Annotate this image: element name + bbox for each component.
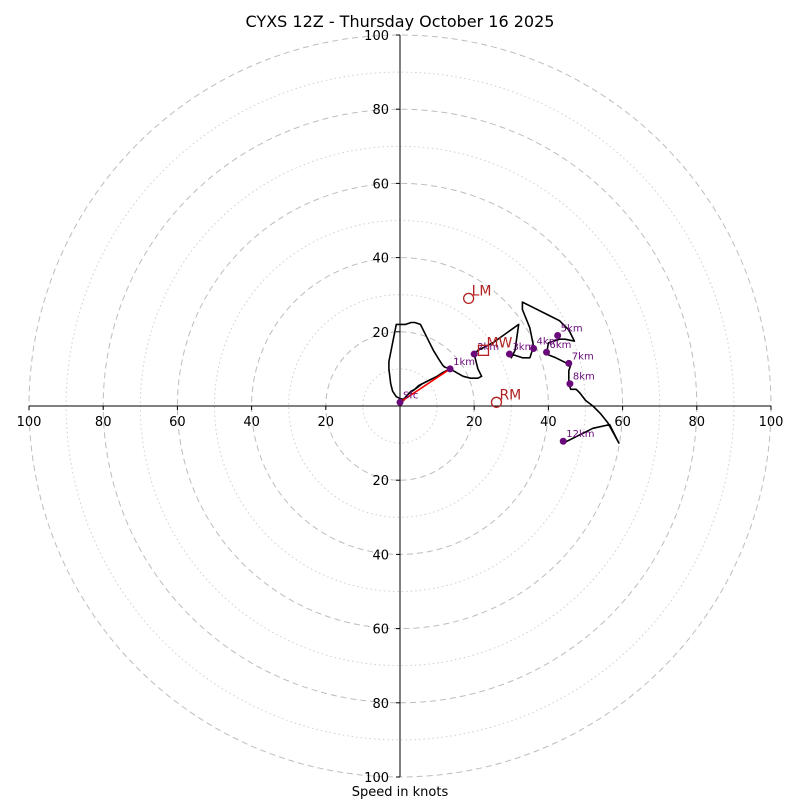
height-point-12km	[559, 437, 567, 445]
height-label-8km: 8km	[573, 372, 595, 383]
height-point-7km	[565, 359, 573, 367]
x-tick-label: 100	[17, 415, 42, 430]
height-point-6km	[543, 348, 551, 356]
motion-label-RM: RM	[499, 387, 521, 403]
height-label-4km: 4km	[537, 336, 559, 347]
x-tick-label: 80	[689, 415, 706, 430]
height-label-Sfc: Sfc	[403, 390, 418, 401]
motion-label-MW: MW	[486, 335, 512, 351]
height-point-2km	[470, 350, 478, 358]
y-tick-label: 20	[372, 474, 389, 489]
height-label-12km: 12km	[566, 429, 594, 440]
height-point-5km	[554, 332, 562, 340]
height-label-6km: 6km	[550, 340, 572, 351]
motion-marker-LM	[462, 292, 475, 305]
x-tick-label: 60	[169, 415, 186, 430]
motion-marker-RM	[490, 396, 503, 408]
y-tick-label: 60	[372, 177, 389, 192]
x-tick-label: 20	[318, 415, 335, 430]
height-label-7km: 7km	[572, 351, 594, 362]
height-label-5km: 5km	[561, 324, 583, 335]
x-axis-label: Speed in knots	[352, 785, 449, 800]
x-tick-label: 40	[243, 415, 260, 430]
hodograph-trace	[388, 301, 620, 444]
height-point-8km	[566, 380, 574, 388]
y-tick-label: 60	[372, 623, 389, 638]
y-tick-label: 40	[372, 252, 389, 267]
y-tick-label: 20	[372, 326, 389, 341]
y-tick-label: 100	[364, 29, 389, 44]
sfc-1km-shear-line	[399, 368, 451, 403]
x-tick-label: 40	[540, 415, 557, 430]
y-tick-label: 80	[372, 697, 389, 712]
axis-ticks: 100 80 60 40 20 20 40 60 80 100 100 80 60 40 20 20 40 60 8…	[17, 29, 784, 786]
x-tick-label: 60	[614, 415, 631, 430]
height-point-4km	[530, 344, 538, 352]
y-tick-label: 80	[372, 103, 389, 118]
x-tick-label: 20	[466, 415, 483, 430]
wind-trace-line	[388, 301, 620, 444]
height-point-3km	[505, 350, 513, 358]
storm-motion-markers: LM MW RM	[462, 283, 521, 408]
motion-marker-MW	[477, 344, 490, 357]
axes	[29, 35, 771, 777]
height-point-1km	[446, 365, 454, 373]
x-tick-label: 80	[95, 415, 112, 430]
motion-label-LM: LM	[472, 283, 492, 299]
x-tick-label: 100	[759, 415, 784, 430]
height-label-3km: 3km	[512, 342, 534, 353]
chart-title: CYXS 12Z - Thursday October 16 2025	[246, 12, 555, 31]
height-label-1km: 1km	[453, 357, 475, 368]
y-tick-label: 40	[372, 548, 389, 563]
height-point-Sfc	[396, 398, 404, 406]
y-tick-label: 100	[364, 771, 389, 786]
